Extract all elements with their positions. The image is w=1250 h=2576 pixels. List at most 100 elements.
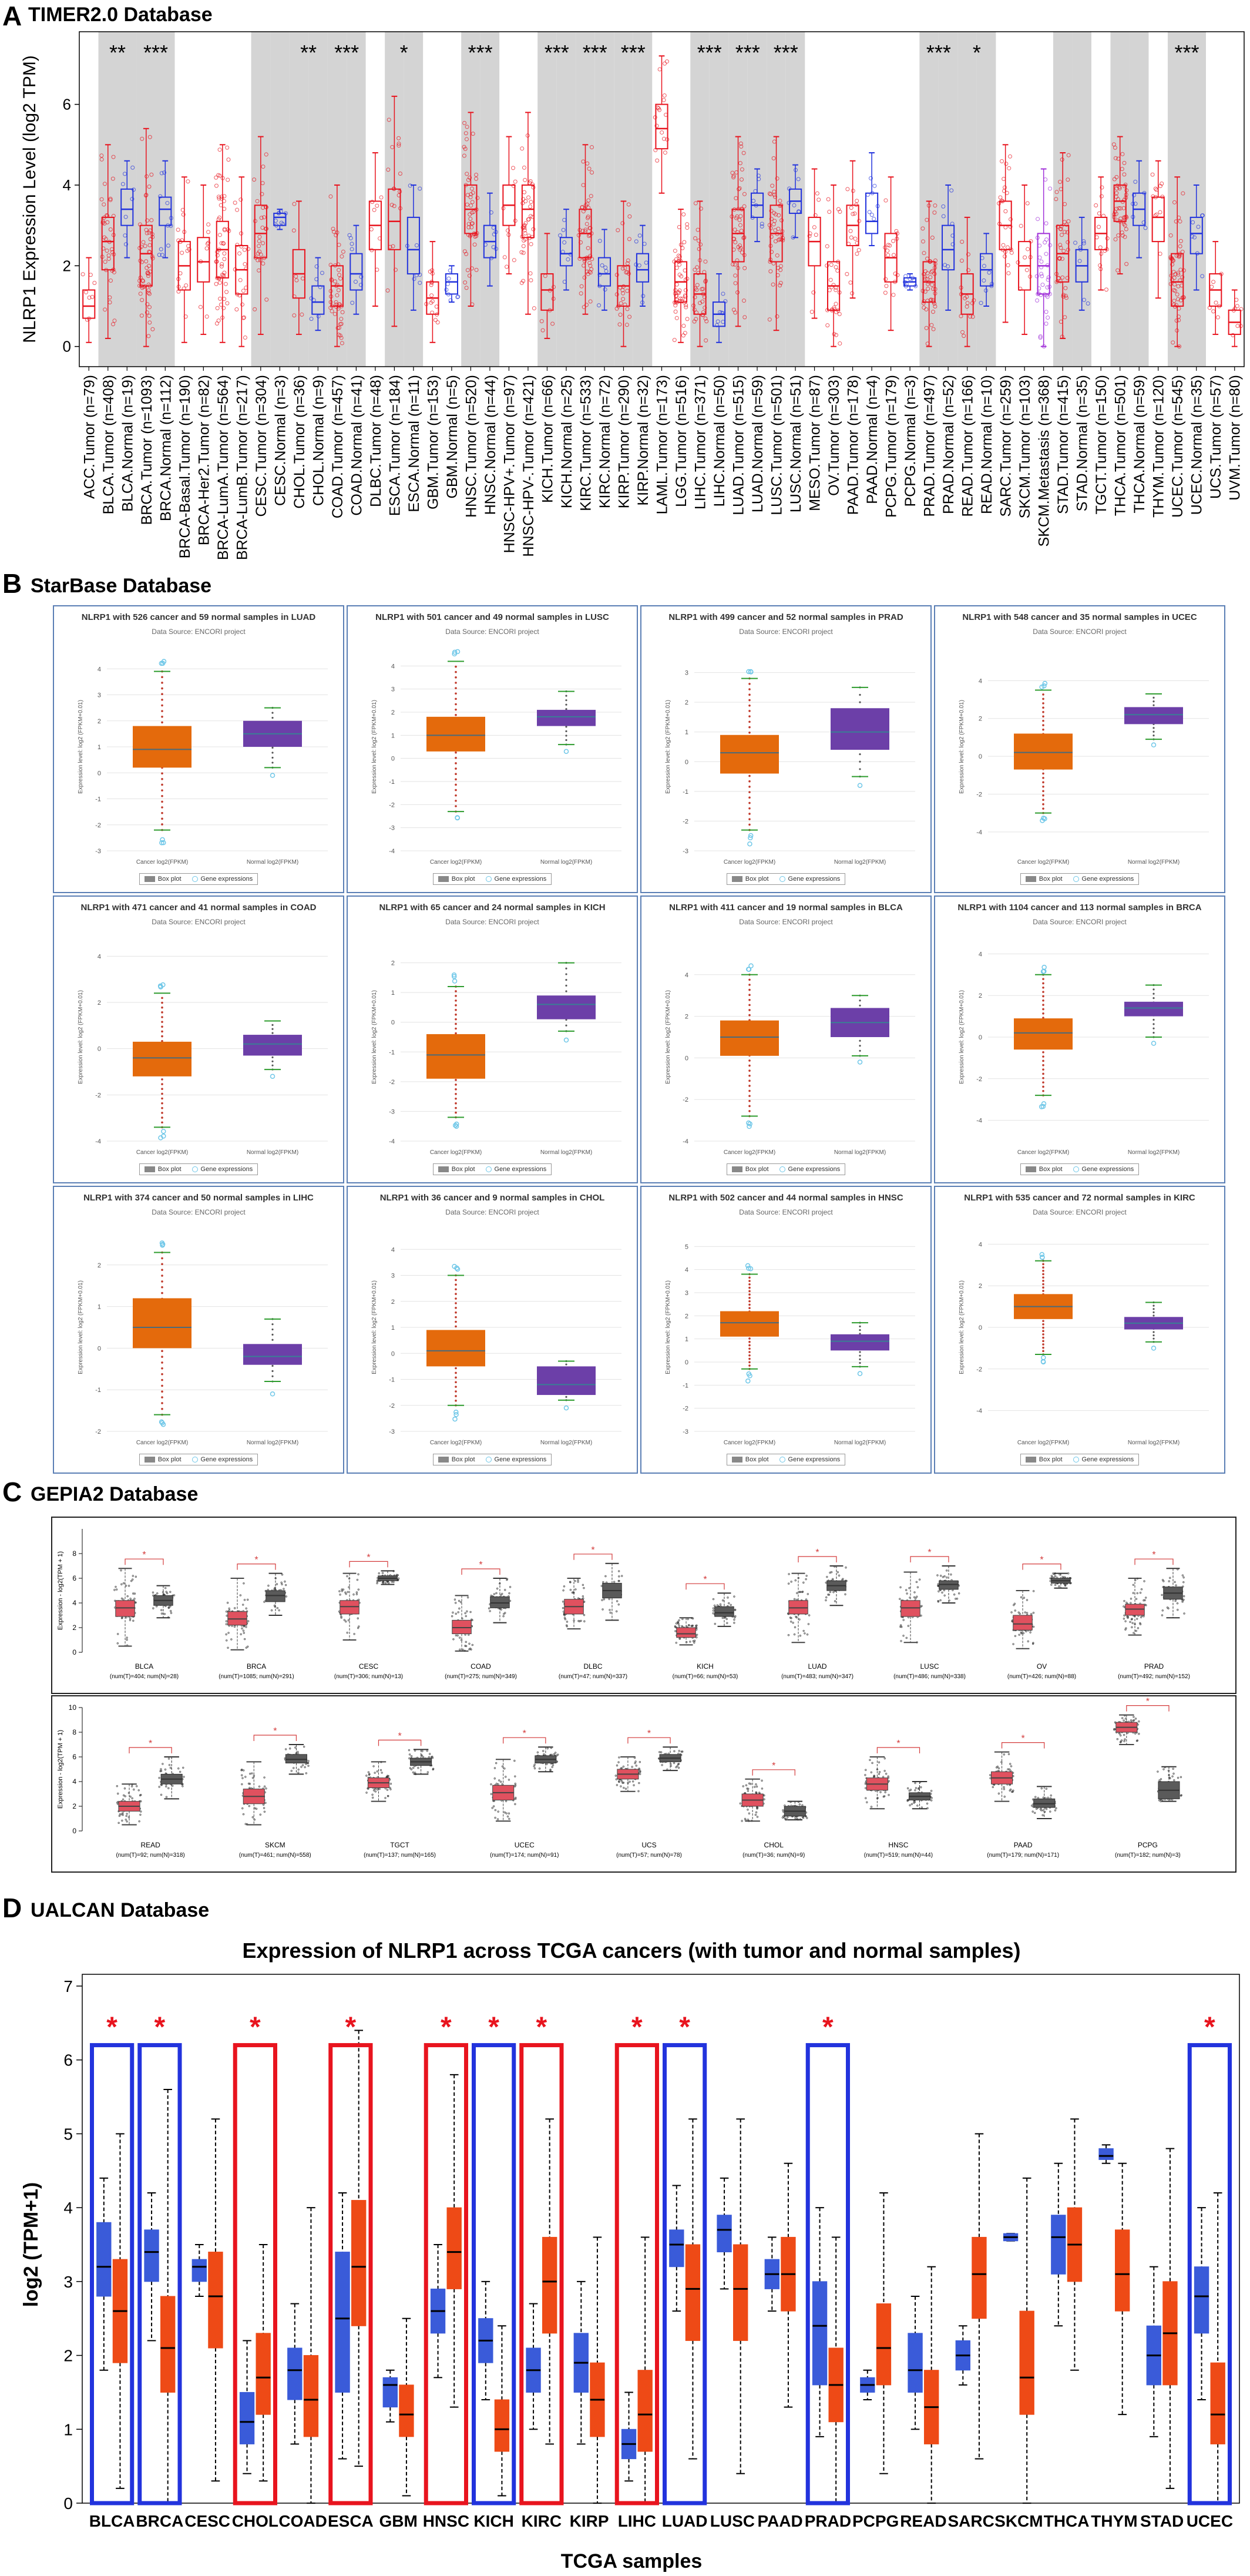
timer-20-point xyxy=(474,172,479,177)
timer-13-point xyxy=(339,321,344,326)
legend-label: Box plot xyxy=(451,1166,475,1173)
gepia-tumor-point xyxy=(248,1783,251,1785)
timer-28-point xyxy=(618,313,623,317)
normal-whisker-dot xyxy=(859,1325,861,1327)
cancer-whisker-dot xyxy=(161,794,163,797)
gepia-tumor-point xyxy=(263,1785,266,1788)
timer-31-point xyxy=(674,282,679,287)
y-tick-label: 1 xyxy=(391,1324,395,1331)
timer-56-point xyxy=(1153,186,1158,191)
cancer-outlier xyxy=(747,841,752,847)
significance-star: * xyxy=(398,1731,401,1741)
significance-bracket xyxy=(253,1735,297,1741)
gepia-tumor-point xyxy=(790,1621,792,1623)
gepia-normal-point xyxy=(602,1581,604,1584)
x-tick-label: HNSC.Tumor (n=520) xyxy=(463,375,479,518)
x-tick-label: HNSC.Normal (n=44) xyxy=(482,375,499,515)
timer-48-point xyxy=(1004,162,1009,166)
timer-31-point xyxy=(685,226,690,230)
cancer-whisker-dot xyxy=(1042,715,1044,718)
timer-22-point xyxy=(513,179,518,184)
cancer-outlier xyxy=(451,974,457,980)
gepia-tumor-point xyxy=(242,1604,244,1606)
normal-outlier xyxy=(563,1037,569,1043)
timer-40-point xyxy=(853,236,858,241)
timer-10-point xyxy=(279,220,284,225)
timer-60-point xyxy=(1234,297,1239,302)
starbase-legend: Box plot Gene expressions xyxy=(54,1163,343,1175)
gepia-tumor-point xyxy=(493,1767,496,1769)
cancer-whisker-dot xyxy=(455,1079,457,1081)
legend-marker xyxy=(485,876,492,883)
gepia-normal-point xyxy=(939,1575,942,1577)
gepia-tumor-point xyxy=(1014,1609,1016,1612)
legend-label: Box plot xyxy=(451,1456,475,1463)
gepia-normal-point xyxy=(158,1777,160,1779)
timer-7-point xyxy=(222,227,227,232)
timer-44-point xyxy=(930,269,935,273)
gepia-tumor-point xyxy=(459,1636,461,1639)
timer-46-point xyxy=(960,330,965,334)
cancer-whisker-dot xyxy=(455,1111,457,1114)
significance-star: * xyxy=(273,1726,277,1736)
gepia-tumor-point xyxy=(259,1813,261,1816)
gepia-tumor-point xyxy=(233,1625,236,1628)
timer-27-point xyxy=(604,269,609,273)
timer-13-point xyxy=(337,273,342,277)
timer-31-point xyxy=(677,290,681,295)
y-tick-label: 2 xyxy=(98,1262,101,1269)
cancer-outlier xyxy=(745,1263,751,1269)
gepia-normal-point xyxy=(716,1604,719,1606)
timer-23-point xyxy=(522,228,527,233)
gepia-tumor-point xyxy=(1127,1616,1129,1619)
gepia-normal-point xyxy=(284,1748,287,1750)
x-group-label: LUAD xyxy=(808,1662,826,1671)
timer-26-point xyxy=(588,299,593,304)
timer-30-point xyxy=(663,61,667,66)
cancer-outlier xyxy=(748,833,754,838)
timer-27-point xyxy=(597,239,602,243)
cancer-whisker-dot xyxy=(1042,1051,1044,1054)
starbase-plot-title: NLRP1 with 526 cancer and 59 normal samp… xyxy=(81,612,316,622)
starbase-plot-subtitle: Data Source: ENCORI project xyxy=(739,628,833,636)
timer-shade-band xyxy=(1129,32,1149,367)
timer-4-point xyxy=(166,243,170,248)
timer-39-point xyxy=(834,333,838,337)
y-tick-label: -2 xyxy=(976,1366,982,1373)
timer-32-point xyxy=(704,319,709,324)
cancer-whisker-dot xyxy=(455,805,457,807)
gepia-normal-1-box xyxy=(285,1754,307,1763)
timer-13-point xyxy=(328,194,333,199)
gepia-tumor-point xyxy=(497,1810,499,1813)
timer-8-point xyxy=(243,336,247,340)
timer-50-point xyxy=(1039,259,1044,264)
x-label-cancer: Cancer log2(FPKM) xyxy=(724,1440,775,1446)
gepia-tumor-point xyxy=(493,1777,496,1780)
gepia-normal-point xyxy=(504,1589,506,1591)
timer-51-point xyxy=(1059,246,1063,250)
cancer-whisker-dot xyxy=(455,767,457,770)
gepia-tumor-point xyxy=(389,1786,391,1789)
cancer-whisker-dot xyxy=(748,1347,751,1350)
cancer-outlier xyxy=(1039,1252,1045,1257)
gepia-normal-point xyxy=(270,1609,273,1612)
gepia-normal-point xyxy=(836,1571,839,1574)
gepia-tumor-point xyxy=(1123,1618,1125,1620)
gepia-tumor-point xyxy=(468,1648,471,1651)
timer-20-point xyxy=(472,242,477,247)
gepia-tumor-point xyxy=(242,1769,245,1772)
starbase-plot-title: NLRP1 with 65 cancer and 24 normal sampl… xyxy=(379,903,606,913)
cancer-whisker-dot xyxy=(1042,807,1044,810)
timer-30-point xyxy=(660,130,664,135)
gepia-tumor-point xyxy=(920,1605,923,1607)
cancer-whisker-dot xyxy=(455,708,457,711)
gepia-tumor-point xyxy=(132,1578,134,1581)
x-label-cancer: Cancer log2(FPKM) xyxy=(1017,1149,1069,1156)
timer-26-point xyxy=(582,305,586,310)
gepia-tumor-point xyxy=(455,1602,457,1604)
gepia-normal-point xyxy=(489,1610,491,1612)
gepia-tumor-point xyxy=(508,1817,510,1820)
cancer-outlier xyxy=(452,978,458,984)
